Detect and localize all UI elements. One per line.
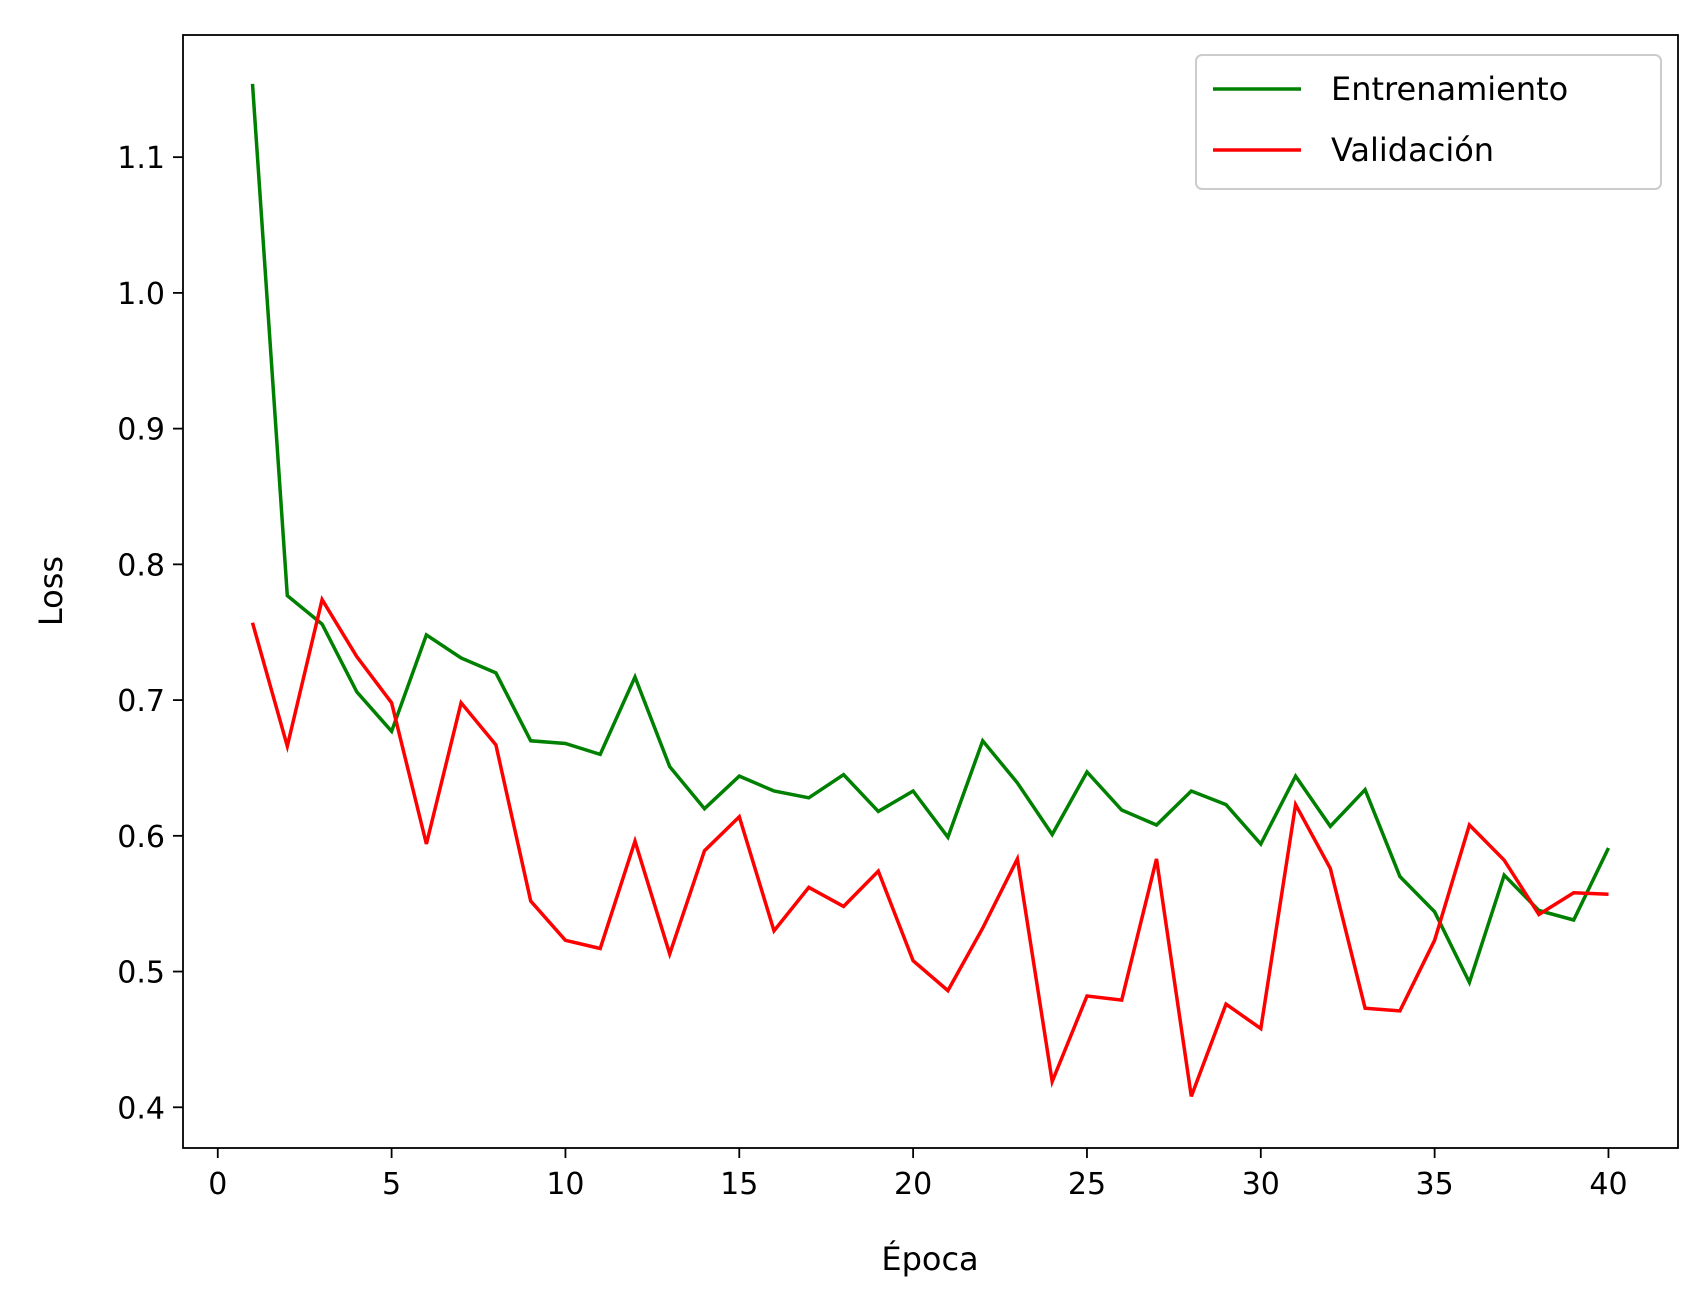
x-tick-label: 40 (1589, 1167, 1627, 1202)
x-tick-label: 0 (208, 1167, 227, 1202)
x-tick-label: 20 (894, 1167, 932, 1202)
plot-frame (182, 34, 1679, 1149)
x-tick-label: 10 (546, 1167, 584, 1202)
x-tick-label: 30 (1242, 1167, 1280, 1202)
x-axis: 0 5 10 15 20 25 30 35 40 (208, 1148, 1628, 1202)
series-line-validacion (250, 595, 1609, 1098)
legend-label-validacion: Validación (1331, 131, 1494, 169)
y-tick-label: 0.6 (117, 820, 165, 855)
y-tick-label: 0.8 (117, 548, 165, 583)
y-tick-label: 0.9 (117, 413, 165, 448)
x-axis-label: Época (881, 1240, 978, 1278)
legend: Entrenamiento Validación (1195, 54, 1662, 190)
plot-lines (250, 83, 1611, 1098)
x-tick-label: 35 (1416, 1167, 1454, 1202)
x-tick-label: 5 (382, 1167, 401, 1202)
x-tick-label: 15 (720, 1167, 758, 1202)
y-tick-label: 0.4 (117, 1091, 165, 1126)
legend-box (1195, 54, 1662, 190)
y-tick-label: 0.7 (117, 684, 165, 719)
y-tick-label: 0.5 (117, 956, 165, 991)
y-tick-label: 1.0 (117, 277, 165, 312)
y-axis: 0.4 0.5 0.6 0.7 0.8 0.9 1.0 1.1 (117, 141, 183, 1126)
series-line-entrenamiento (250, 83, 1611, 988)
legend-label-entrenamiento: Entrenamiento (1331, 70, 1568, 108)
y-axis-label: Loss (32, 556, 70, 626)
y-tick-label: 1.1 (117, 141, 165, 176)
x-tick-label: 25 (1068, 1167, 1106, 1202)
